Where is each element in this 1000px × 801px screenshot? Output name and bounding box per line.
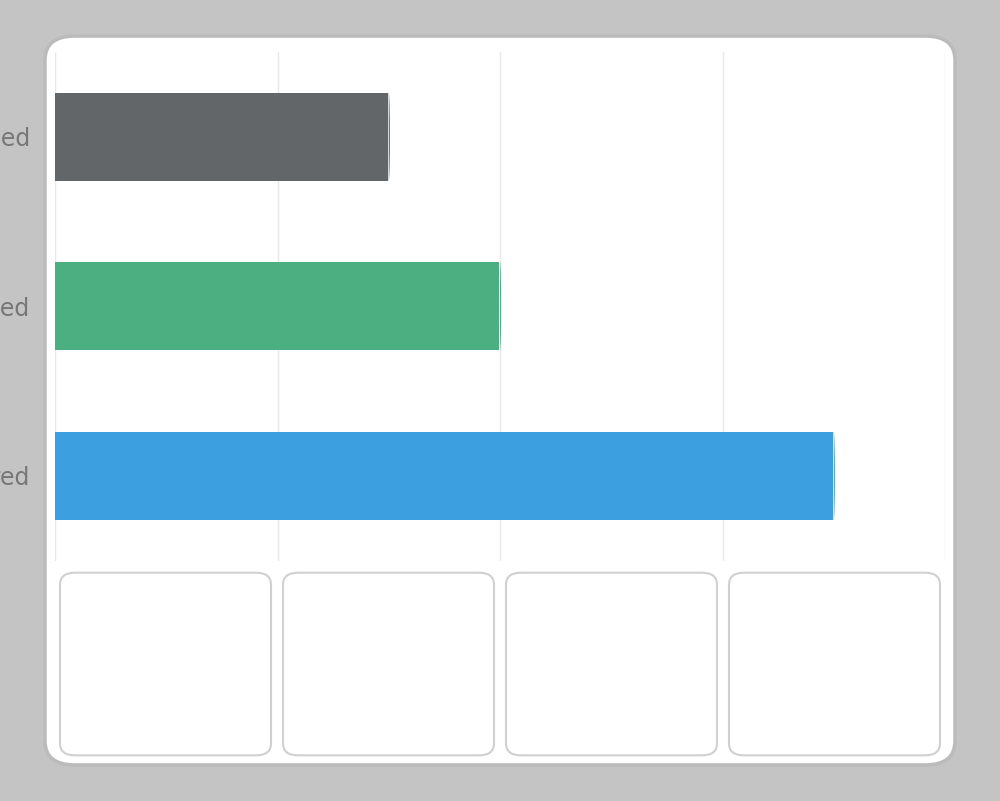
Text: 100: 100 <box>308 616 395 658</box>
Bar <box>55 432 57 520</box>
Text: Total Attended: Total Attended <box>308 702 419 717</box>
Text: Total Registered: Total Registered <box>85 702 208 717</box>
Wedge shape <box>500 262 501 351</box>
Text: 30: 30 <box>754 616 812 658</box>
Bar <box>55 93 388 181</box>
Text: 57%: 57% <box>531 616 631 658</box>
Text: Total Sessions: Total Sessions <box>754 702 861 717</box>
Text: 175: 175 <box>85 616 172 658</box>
Bar <box>55 93 57 181</box>
Wedge shape <box>834 432 835 520</box>
Wedge shape <box>389 93 390 181</box>
Text: Attendance Rate: Attendance Rate <box>531 702 659 717</box>
Bar <box>55 262 499 351</box>
Bar <box>55 432 833 520</box>
Bar <box>55 262 57 351</box>
